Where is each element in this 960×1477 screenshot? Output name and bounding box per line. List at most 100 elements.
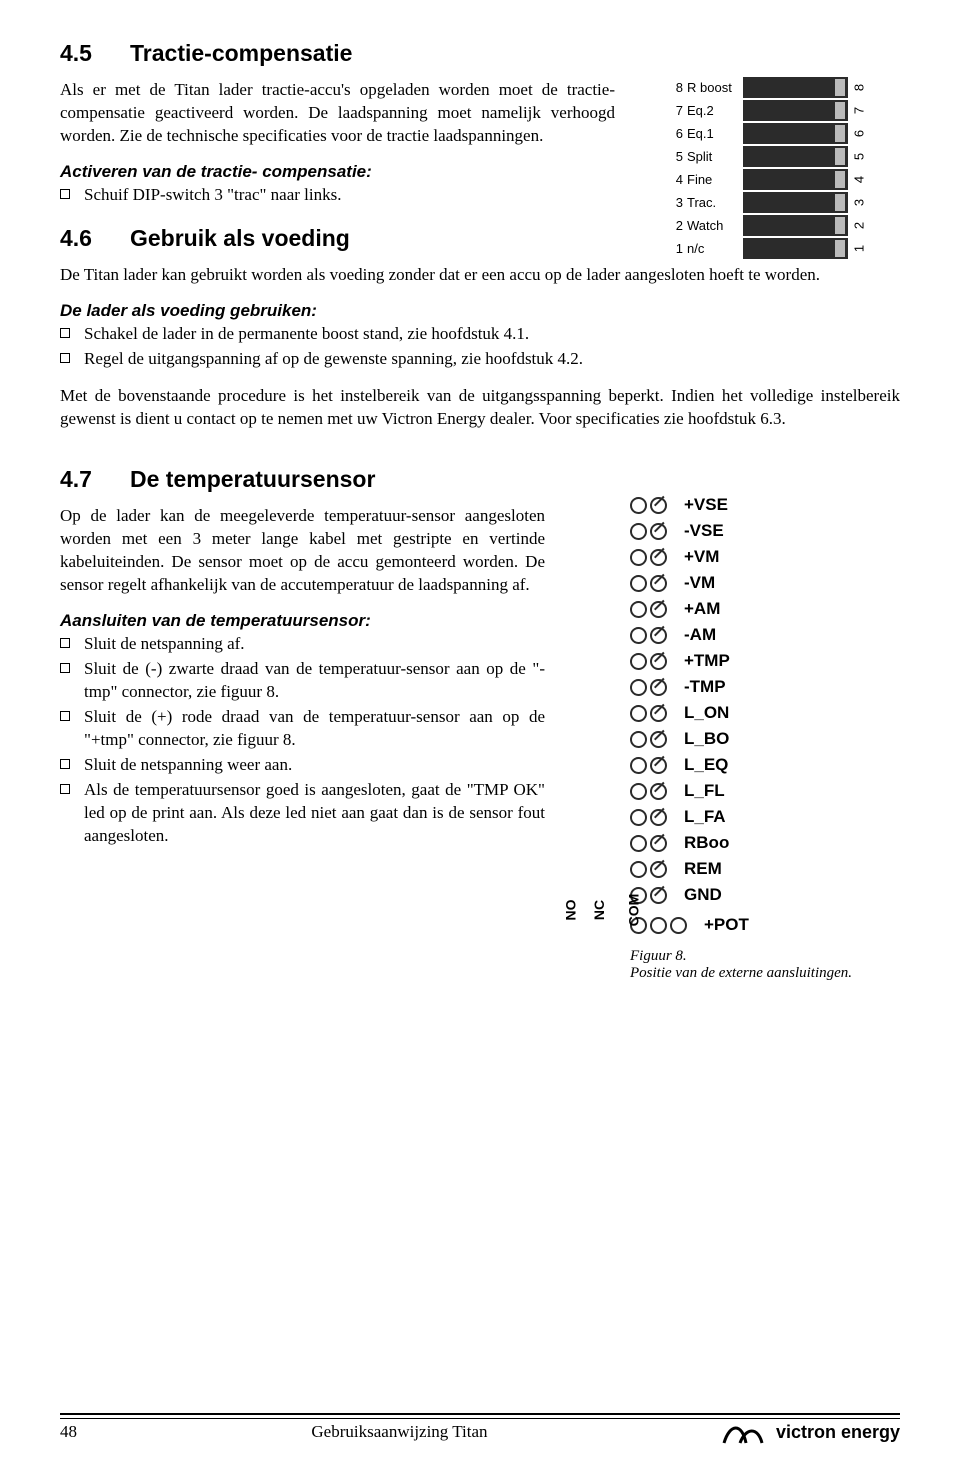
section-4-5-block: 4.5Tractie-compensatie Als er met de Tit…: [60, 40, 900, 252]
dip-label: Eq.2: [683, 103, 743, 118]
footer-title: Gebruiksaanwijzing Titan: [311, 1422, 487, 1442]
subhead-4-5: Activeren van de tractie- compensatie:: [60, 162, 615, 182]
conn-row: +AM: [630, 596, 870, 622]
dip-row: 2 Watch 2: [665, 214, 900, 237]
conn-label: +POT: [690, 915, 749, 935]
dip-num-right: 8: [852, 77, 867, 99]
figure-caption: Figuur 8. Positie van de externe aanslui…: [630, 948, 870, 982]
conn-vert-label: NC: [591, 900, 607, 920]
dip-switch: [743, 238, 848, 259]
heading-title: Tractie-compensatie: [130, 40, 352, 66]
list-item: Als de temperatuursensor goed is aangesl…: [60, 779, 545, 848]
list-item: Sluit de (+) rode draad van de temperatu…: [60, 706, 545, 752]
list-4-7: Sluit de netspanning af. Sluit de (-) zw…: [60, 633, 545, 847]
heading-num: 4.7: [60, 466, 130, 493]
para-4-7: Op de lader kan de meegeleverde temperat…: [60, 505, 545, 597]
page-footer: 48 Gebruiksaanwijzing Titan victron ener…: [60, 1409, 900, 1447]
dip-label: Eq.1: [683, 126, 743, 141]
conn-vertical-labels: NO NC COM: [560, 902, 650, 918]
page-number: 48: [60, 1422, 77, 1442]
conn-label: +VSE: [670, 495, 728, 515]
conn-label: L_FL: [670, 781, 725, 801]
list-item: Sluit de (-) zwarte draad van de tempera…: [60, 658, 545, 704]
brand-name: victron energy: [776, 1422, 900, 1443]
dip-num-left: 8: [665, 80, 683, 95]
dip-num-left: 1: [665, 241, 683, 256]
heading-title: De temperatuursensor: [130, 466, 375, 492]
list-item: Schuif DIP-switch 3 "trac" naar links.: [60, 184, 615, 207]
page: 4.5Tractie-compensatie Als er met de Tit…: [0, 0, 960, 1477]
conn-row: L_BO: [630, 726, 870, 752]
conn-label: -AM: [670, 625, 716, 645]
conn-label: L_EQ: [670, 755, 728, 775]
dip-switch-figure: 8 R boost 8 7 Eq.2 7 6 Eq.1 6 5 Split: [665, 76, 900, 260]
subhead-4-6: De lader als voeding gebruiken:: [60, 301, 900, 321]
conn-row: REM: [630, 856, 870, 882]
dip-label: R boost: [683, 80, 743, 95]
dip-switch: [743, 215, 848, 236]
connector-figure: +VSE -VSE +VM -VM +AM -AM +TMP -TMP L_ON…: [630, 492, 870, 982]
conn-row: -VM: [630, 570, 870, 596]
dip-label: Split: [683, 149, 743, 164]
dip-switch: [743, 192, 848, 213]
dip-label: Watch: [683, 218, 743, 233]
conn-row: L_FA: [630, 804, 870, 830]
list-item: Sluit de netspanning af.: [60, 633, 545, 656]
dip-num-left: 6: [665, 126, 683, 141]
conn-row: +TMP: [630, 648, 870, 674]
conn-label: -VSE: [670, 521, 724, 541]
conn-row: +VSE: [630, 492, 870, 518]
conn-row: L_ON: [630, 700, 870, 726]
dip-num-left: 2: [665, 218, 683, 233]
conn-row: RBoo: [630, 830, 870, 856]
conn-bottom-row: +POT: [630, 912, 870, 938]
para-4-5: Als er met de Titan lader tractie-accu's…: [60, 79, 615, 148]
conn-label: -VM: [670, 573, 715, 593]
dip-num-right: 7: [852, 100, 867, 122]
heading-4-7: 4.7De temperatuursensor: [60, 466, 545, 493]
section-4-7-block: 4.7De temperatuursensor Op de lader kan …: [60, 466, 900, 847]
conn-label: +AM: [670, 599, 720, 619]
conn-row: +VM: [630, 544, 870, 570]
connector-rows: +VSE -VSE +VM -VM +AM -AM +TMP -TMP L_ON…: [630, 492, 870, 908]
subhead-4-7: Aansluiten van de temperatuursensor:: [60, 611, 545, 631]
conn-label: +TMP: [670, 651, 730, 671]
conn-label: GND: [670, 885, 722, 905]
dip-switch: [743, 77, 848, 98]
logo-mark-icon: [722, 1417, 768, 1447]
conn-row: GND: [630, 882, 870, 908]
dip-row: 3 Trac. 3: [665, 191, 900, 214]
conn-row: -VSE: [630, 518, 870, 544]
conn-row: L_FL: [630, 778, 870, 804]
dip-switch: [743, 146, 848, 167]
list-item: Schakel de lader in de permanente boost …: [60, 323, 900, 346]
dip-row: 1 n/c 1: [665, 237, 900, 260]
conn-label: +VM: [670, 547, 719, 567]
conn-label: L_FA: [670, 807, 726, 827]
dip-num-right: 3: [852, 192, 867, 214]
list-4-6: Schakel de lader in de permanente boost …: [60, 323, 900, 371]
para-4-6-a: De Titan lader kan gebruikt worden als v…: [60, 264, 900, 287]
heading-num: 4.6: [60, 225, 130, 252]
conn-label: L_BO: [670, 729, 729, 749]
dip-num-left: 3: [665, 195, 683, 210]
conn-label: L_ON: [670, 703, 729, 723]
dip-num-left: 5: [665, 149, 683, 164]
dip-num-right: 6: [852, 123, 867, 145]
dip-switch: [743, 123, 848, 144]
caption-line: Figuur 8.: [630, 948, 687, 964]
section-4-7-text: 4.7De temperatuursensor Op de lader kan …: [60, 466, 545, 847]
dip-row: 8 R boost 8: [665, 76, 900, 99]
brand-logo: victron energy: [722, 1417, 900, 1447]
conn-label: RBoo: [670, 833, 729, 853]
para-4-6-b: Met de bovenstaande procedure is het ins…: [60, 385, 900, 431]
dip-num-right: 4: [852, 169, 867, 191]
list-4-5: Schuif DIP-switch 3 "trac" naar links.: [60, 184, 615, 207]
conn-row: -TMP: [630, 674, 870, 700]
dip-num-left: 4: [665, 172, 683, 187]
conn-row: L_EQ: [630, 752, 870, 778]
dip-row: 7 Eq.2 7: [665, 99, 900, 122]
dip-num-right: 2: [852, 215, 867, 237]
dip-row: 4 Fine 4: [665, 168, 900, 191]
list-item: Regel de uitgangspanning af op de gewens…: [60, 348, 900, 371]
